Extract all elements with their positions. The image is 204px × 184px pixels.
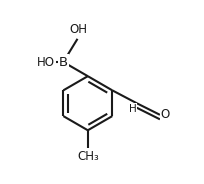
Text: CH₃: CH₃ — [77, 150, 99, 163]
Text: O: O — [161, 108, 170, 121]
Text: H: H — [129, 104, 137, 114]
Text: B: B — [59, 56, 68, 68]
Text: OH: OH — [70, 23, 88, 36]
Text: HO: HO — [37, 56, 55, 68]
